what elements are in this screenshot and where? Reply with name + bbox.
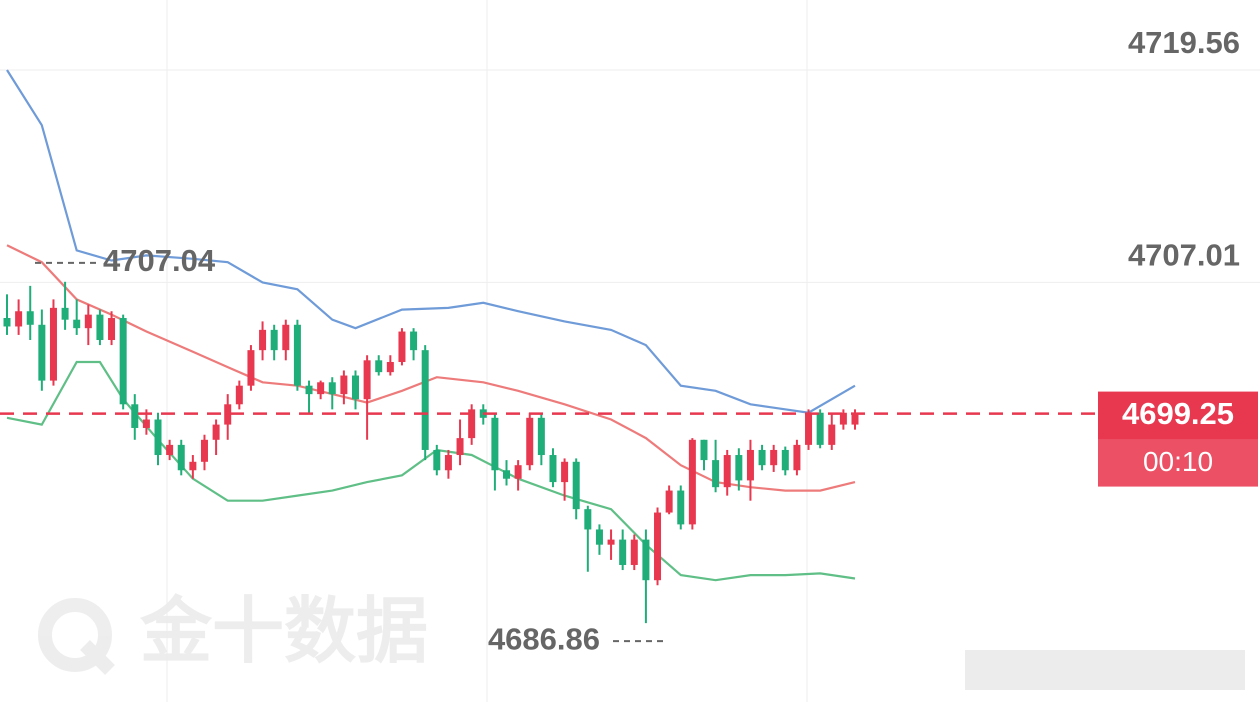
candle-body [607,539,615,545]
candle-body [200,439,208,462]
candle-body [700,439,708,461]
candle-body [537,417,545,456]
candle-body [84,314,92,329]
candle-body [793,444,801,471]
candle-body [259,329,267,351]
band-line [6,244,856,492]
candle-body [712,460,720,488]
candle-body [526,417,534,466]
candle-body [456,438,464,456]
y-tick-label: 4719.56 [1128,25,1240,60]
candle-body [363,360,371,400]
candle-body [177,444,185,471]
candle-body [770,449,778,466]
candle-body [131,404,139,428]
high-label: 4707.04 [103,243,216,278]
candle-body [351,375,359,400]
candle-body [468,409,476,439]
candles [3,281,859,624]
candle-body [781,449,789,471]
candle-body [572,461,580,510]
candle-body [49,307,57,381]
candle-body [654,512,662,581]
candle-body [247,350,255,386]
candle-body [26,311,34,325]
candle-body [189,461,197,471]
candle-body [619,539,627,565]
candle-body [293,324,301,386]
y-tick-label: 4707.01 [1128,238,1240,273]
price-tag [1098,391,1258,440]
candle-body [166,444,174,456]
candle-body [154,419,162,456]
watermark-logo [38,598,112,672]
candle-body [816,412,824,445]
candle-body [642,539,650,581]
candle-body [212,424,220,440]
candle-body [723,455,731,488]
candle-body [805,412,813,445]
candle-body [270,329,278,351]
watermark-text: 金十数据 [139,592,428,672]
candle-body [96,314,104,341]
bands [6,69,856,582]
watermark: 金十数据 [38,592,428,675]
candle-body [514,465,522,479]
candle-body [433,449,441,471]
candle-body [398,331,406,362]
candle-body [340,375,348,395]
candle-body [386,361,394,373]
candle-body [142,419,150,428]
band-line [6,69,856,414]
candle-body [688,439,696,525]
price-tag-label: 4699.25 [1122,396,1234,431]
countdown-label: 00:10 [1143,446,1213,477]
overlay: 4699.25 00:10 4707.04 4686.86 [0,243,1258,656]
redaction [965,650,1245,690]
candle-body [839,412,847,425]
candle-body [421,350,429,450]
candle-body [677,490,685,525]
candle-body [328,382,336,395]
candle-body [561,461,569,483]
watermark-logo [80,640,115,675]
candle-body [758,449,766,466]
candle-body [444,455,452,471]
candle-body [108,318,116,341]
grid: 4719.56 4707.01 [0,25,1260,283]
candle-body [3,318,11,327]
low-label: 4686.86 [488,621,600,656]
candle-body [38,324,46,381]
candle-body [735,455,743,481]
candle-body [235,385,243,405]
candle-body [503,470,511,479]
candle-body [73,319,81,329]
candle-body [491,417,499,471]
candle-body [595,529,603,545]
candle-body [119,318,127,405]
candle-body [828,424,836,445]
candle-body [410,331,418,351]
candle-body [317,382,325,395]
candle-body [61,307,69,320]
candle-body [584,509,592,530]
countdown-tag [1098,439,1258,487]
candle-body [375,360,383,373]
candle-body [665,490,673,513]
candle-body [746,449,754,481]
candle-body [15,311,23,327]
candle-body [224,404,232,425]
candle-body [282,324,290,351]
candle-body [630,539,638,565]
candle-body [851,413,859,425]
candle-body [305,385,313,395]
candle-body [549,455,557,483]
